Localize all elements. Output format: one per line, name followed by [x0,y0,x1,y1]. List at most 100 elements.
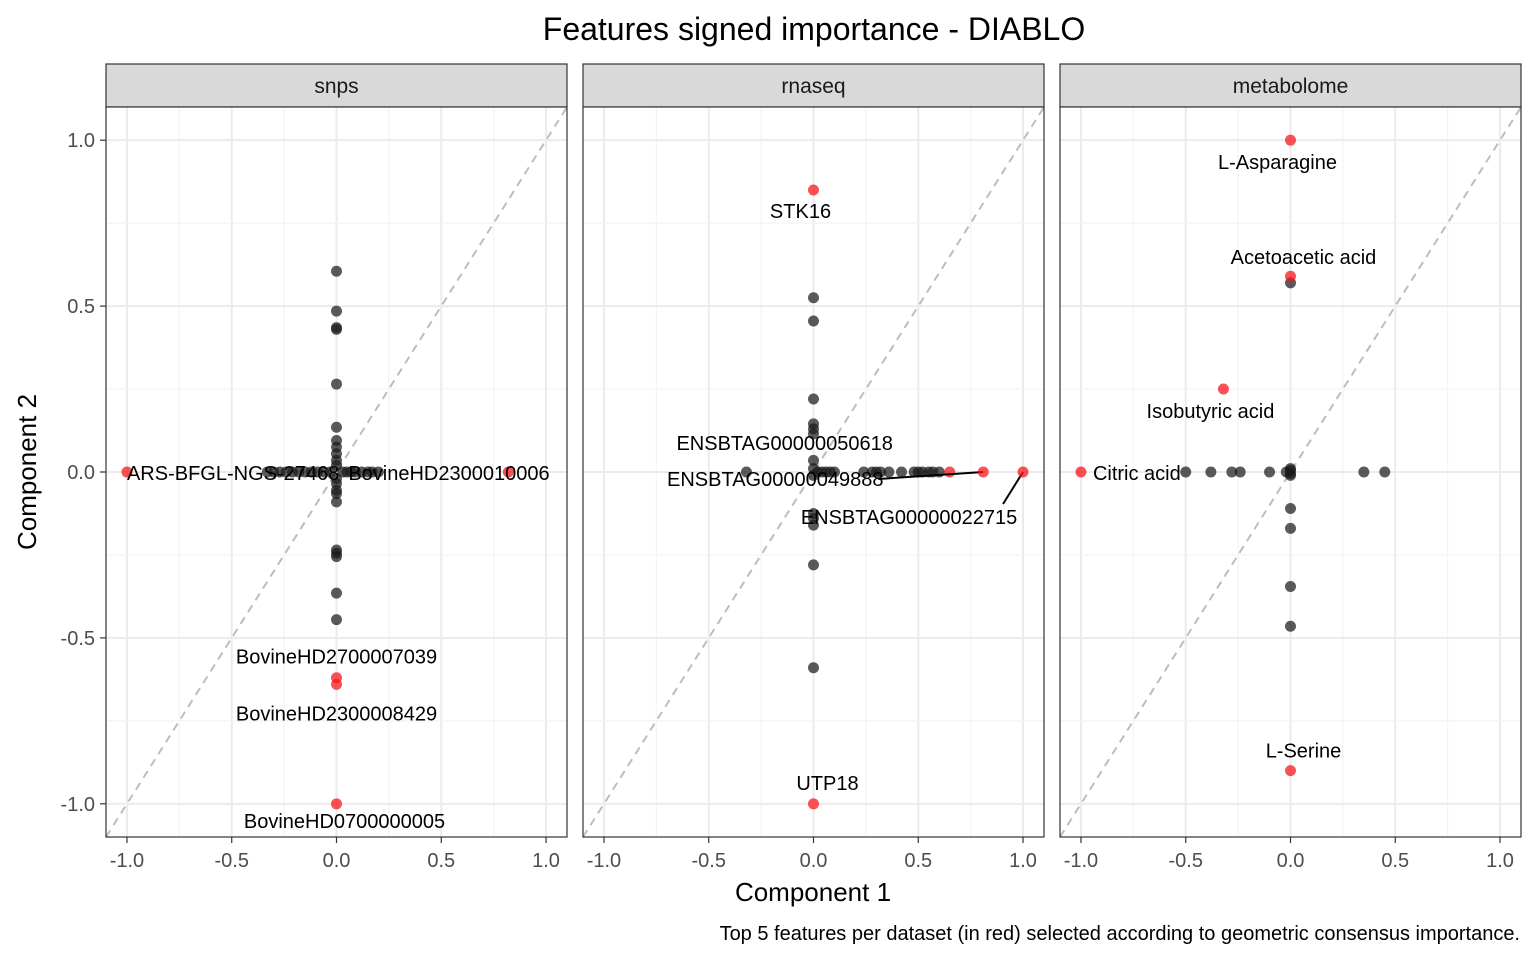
top-feature-label: Isobutyric acid [1147,401,1275,423]
x-axis-label: Component 1 [735,877,891,907]
data-point [1264,466,1276,478]
data-point [331,488,342,500]
y-tick-label: 0.0 [67,462,95,484]
data-point [740,466,752,478]
data-point [1205,466,1217,478]
data-point [331,614,342,626]
y-tick-label: -0.5 [61,628,95,650]
y-tick-label: 0.5 [67,296,95,318]
y-tick-label: 1.0 [67,130,95,152]
facet-label-rnaseq: rnaseq [781,75,845,98]
data-point [1285,522,1296,534]
top-feature-point [944,466,956,478]
top-feature-label: BovineHD2700007039 [236,647,437,669]
top-feature-point [1217,383,1229,395]
facet-strip-rnaseq [582,63,1045,108]
top-feature-label: L-Serine [1266,741,1342,763]
label-connector [1002,471,1024,505]
facet-panels: snps ARS-BFGL-NGS-27468 BovineHD2300010006… [61,63,1522,872]
top-feature-point [808,184,819,196]
x-tick-label: 0.0 [1277,850,1305,872]
x-tick-label: -0.5 [1168,850,1202,872]
data-point [858,466,870,478]
data-point [1280,466,1292,478]
facet-strip-snps [105,63,568,108]
x-tick-label: -1.0 [1064,850,1098,872]
top-feature-point [1075,466,1087,478]
data-point [808,315,819,327]
facet-label-snps: snps [314,75,358,98]
top-feature-label: BovineHD0700000005 [244,811,445,833]
data-point [324,466,336,478]
y-tick-label: -1.0 [61,794,95,816]
top-feature-label: ENSBTAG00000049888 [667,469,883,491]
data-point [896,466,908,478]
data-point [372,466,384,478]
facet-label-metabolome: metabolome [1233,75,1349,98]
panel-snps: snps ARS-BFGL-NGS-27468 BovineHD2300010006… [61,63,568,872]
data-point [808,559,819,571]
top-feature-label: L-Asparagine [1218,152,1337,174]
data-point [331,305,342,317]
data-point [1285,580,1296,592]
data-point [331,265,342,277]
top-feature-point [1285,134,1296,146]
data-point [828,466,840,478]
data-point [875,466,887,478]
data-point [1285,503,1296,514]
top-feature-label: ENSBTAG00000050618 [676,433,892,455]
x-tick-label: 0.0 [800,850,828,872]
data-point [1379,466,1391,478]
data-point [331,421,342,433]
data-point [808,662,819,674]
chart-caption: Top 5 features per dataset (in red) sele… [720,923,1520,945]
data-point [331,551,342,563]
data-point [1358,466,1370,478]
top-feature-label: Acetoacetic acid [1231,247,1377,269]
panel-rnaseq: rnaseq STK16 ENSBTAG00000050618 ENSBTAG0000… [582,63,1045,872]
x-tick-label: -1.0 [110,850,144,872]
data-point [1180,466,1192,478]
top-feature-label: STK16 [770,201,831,223]
data-point [808,519,819,531]
data-point [808,428,819,440]
data-point [808,393,819,405]
y-axis-label: Component 2 [12,394,42,550]
top-feature-label: BovineHD2300010006 [348,463,549,485]
top-feature-point [1285,270,1296,282]
x-tick-label: 1.0 [1486,850,1514,872]
top-feature-label: ENSBTAG00000022715 [801,507,1017,529]
x-tick-label: 0.5 [904,850,932,872]
reference-diagonal [1059,106,1522,838]
top-feature-point [502,466,514,478]
reference-diagonal [582,106,1045,838]
x-tick-label: -1.0 [587,850,621,872]
data-point [1234,466,1246,478]
chart-title: Features signed importance - DIABLO [543,11,1085,47]
top-feature-label: Citric acid [1093,463,1181,485]
data-point [331,323,342,335]
data-point [808,292,819,304]
x-tick-label: -0.5 [691,850,725,872]
x-tick-label: 1.0 [532,850,560,872]
data-point [808,454,819,466]
x-tick-label: 0.0 [323,850,351,872]
reference-diagonal [105,106,568,838]
x-tick-label: 0.5 [1381,850,1409,872]
top-feature-label: ARS-BFGL-NGS-27468 [127,463,339,485]
top-feature-point [808,798,819,810]
x-tick-label: 1.0 [1009,850,1037,872]
top-feature-point [977,466,989,478]
top-feature-label: UTP18 [796,773,858,795]
top-feature-point [1285,765,1296,777]
data-point [331,587,342,599]
data-point [331,496,342,508]
panel-metabolome: metabolome L-Asparagine Acetoacetic acid Is… [1059,63,1522,872]
top-feature-point [1017,466,1029,478]
data-point [1226,466,1238,478]
data-point [1285,620,1296,632]
top-feature-point [331,678,342,690]
top-feature-point [331,798,342,810]
x-tick-label: 0.5 [427,850,455,872]
